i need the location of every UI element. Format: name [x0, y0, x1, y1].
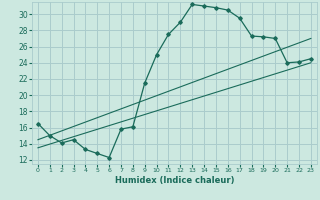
X-axis label: Humidex (Indice chaleur): Humidex (Indice chaleur)	[115, 176, 234, 185]
